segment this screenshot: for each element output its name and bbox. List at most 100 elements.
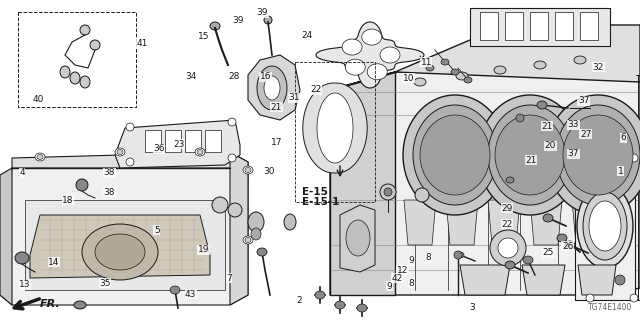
Ellipse shape [117,149,123,155]
Ellipse shape [115,148,125,156]
Ellipse shape [284,214,296,230]
Ellipse shape [495,115,565,195]
Polygon shape [446,200,478,245]
Ellipse shape [516,114,524,122]
Text: 26: 26 [562,242,573,251]
Polygon shape [25,200,225,290]
Text: FR.: FR. [40,299,61,309]
Ellipse shape [586,154,594,162]
Polygon shape [522,265,565,295]
Text: 13: 13 [19,280,31,289]
Ellipse shape [197,149,203,155]
Text: 24: 24 [301,31,313,40]
Polygon shape [0,168,12,305]
Text: 21: 21 [541,122,553,131]
Ellipse shape [615,170,625,180]
Text: 29: 29 [501,204,513,212]
Text: 34: 34 [185,72,196,81]
Bar [295,62,375,202]
Text: 22: 22 [501,220,513,228]
Polygon shape [317,93,353,163]
Ellipse shape [380,184,396,200]
Ellipse shape [565,241,575,249]
Ellipse shape [228,154,236,162]
Bar [575,152,635,300]
Ellipse shape [523,256,533,264]
Ellipse shape [264,76,280,100]
Text: 8: 8 [426,253,431,262]
Text: 9: 9 [387,282,392,291]
Bar [18,12,136,107]
Text: 5: 5 [154,226,159,235]
Ellipse shape [257,248,267,256]
Text: 17: 17 [271,138,282,147]
Text: 20: 20 [545,141,556,150]
Ellipse shape [212,197,228,213]
Text: 21: 21 [525,156,537,164]
Bar [470,8,610,46]
Ellipse shape [74,301,86,309]
Ellipse shape [490,230,526,266]
Ellipse shape [441,59,449,65]
Text: 14: 14 [48,258,60,267]
Ellipse shape [414,78,426,86]
Bar [165,130,181,152]
Text: 30: 30 [263,167,275,176]
Ellipse shape [556,105,640,205]
Bar [205,130,221,152]
Polygon shape [330,72,395,295]
Ellipse shape [243,166,253,174]
Ellipse shape [126,158,134,166]
Text: 42: 42 [392,274,403,283]
Ellipse shape [543,214,553,222]
Ellipse shape [415,188,429,202]
Ellipse shape [264,16,272,24]
Ellipse shape [464,77,472,83]
Ellipse shape [228,203,242,217]
Text: 23: 23 [173,140,185,148]
Ellipse shape [346,220,370,256]
Polygon shape [230,152,248,305]
Ellipse shape [367,64,387,80]
Ellipse shape [534,61,546,69]
Ellipse shape [362,29,381,45]
Text: 43: 43 [185,290,196,299]
Bar [145,130,161,152]
Text: E-15: E-15 [302,187,328,197]
Text: 22: 22 [310,85,322,94]
Ellipse shape [420,115,490,195]
Text: 18: 18 [62,196,74,204]
Bar [530,12,548,40]
Ellipse shape [228,118,236,126]
Ellipse shape [557,234,567,242]
Ellipse shape [456,72,468,80]
Text: 1: 1 [618,167,623,176]
Text: 25: 25 [543,248,554,257]
Ellipse shape [35,153,45,161]
Ellipse shape [80,76,90,88]
Text: 38: 38 [104,188,115,196]
Ellipse shape [90,40,100,50]
Ellipse shape [630,294,638,302]
Ellipse shape [335,301,345,309]
Polygon shape [330,72,640,295]
Ellipse shape [451,69,459,75]
Ellipse shape [426,65,434,71]
Ellipse shape [454,251,462,259]
Ellipse shape [76,179,88,191]
Ellipse shape [630,154,638,162]
Ellipse shape [195,148,205,156]
Bar [555,12,573,40]
Bar [505,12,523,40]
Polygon shape [530,200,562,245]
Ellipse shape [245,237,251,243]
Bar [480,12,498,40]
Text: 37: 37 [578,96,589,105]
Ellipse shape [505,261,515,269]
Ellipse shape [586,294,594,302]
Ellipse shape [248,212,264,232]
Text: 39: 39 [232,16,244,25]
Text: 27: 27 [580,130,591,139]
Ellipse shape [380,47,400,63]
Text: 2: 2 [297,296,302,305]
